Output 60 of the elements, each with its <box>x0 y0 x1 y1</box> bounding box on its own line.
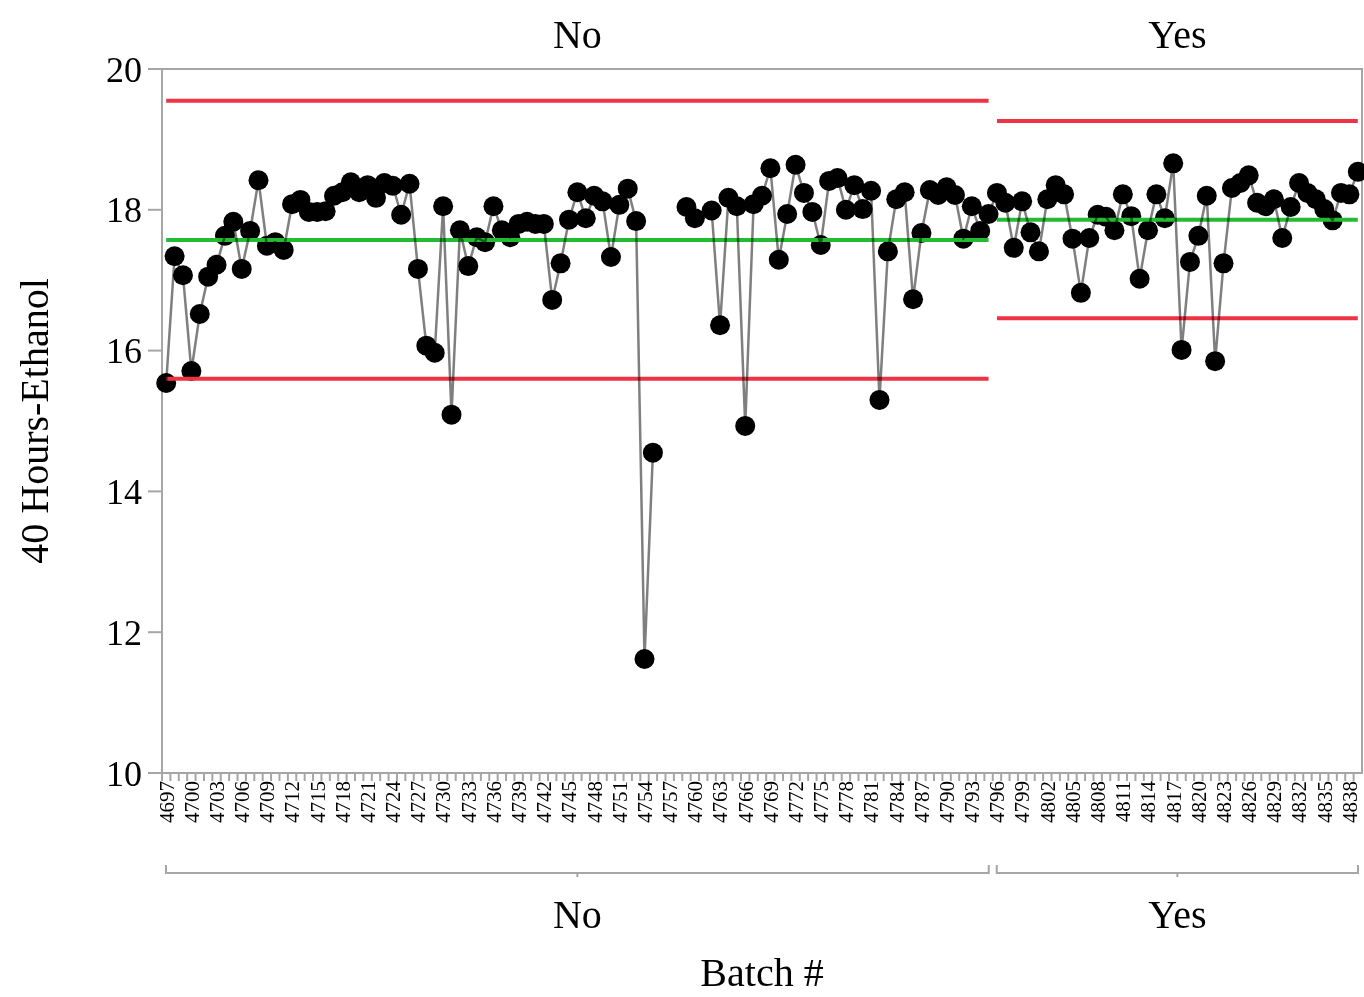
y-axis-title: 40 Hours-Ethanol <box>12 278 57 564</box>
x-tick-label: 4814 <box>1136 780 1161 823</box>
x-tick-label: 4763 <box>708 781 733 823</box>
x-tick-label: 4778 <box>834 781 859 823</box>
text: No <box>552 892 602 937</box>
x-tick-label: 4838 <box>1337 781 1362 823</box>
text: Yes <box>1148 12 1207 57</box>
x-tick-label: 4796 <box>985 781 1010 823</box>
x-tick-label: 4766 <box>733 781 758 823</box>
x-tick-label: 4733 <box>456 781 481 823</box>
x-tick-label: 4757 <box>658 781 683 823</box>
x-tick-label: 4817 <box>1161 781 1186 823</box>
x-tick-label: 4706 <box>230 781 255 823</box>
x-tick-label: 4709 <box>255 781 280 823</box>
x-tick-label: 4721 <box>355 781 380 823</box>
text: No <box>552 12 602 57</box>
x-tick-label: 4808 <box>1086 781 1111 823</box>
x-tick-label: 4742 <box>532 781 557 823</box>
y-tick-label: 10 <box>106 753 142 794</box>
x-tick-label: 4718 <box>330 781 355 823</box>
y-tick-label: 20 <box>106 49 142 90</box>
x-tick-label: 4805 <box>1060 781 1085 823</box>
x-tick-label: 4697 <box>154 781 179 823</box>
x-tick-label: 4784 <box>884 780 909 823</box>
x-tick-label: 4802 <box>1035 781 1060 823</box>
x-tick-label: 4781 <box>859 781 884 823</box>
x-tick-label: 4748 <box>582 781 607 823</box>
x-tick-label: 4751 <box>607 781 632 823</box>
x-tick-label: 4823 <box>1211 781 1236 823</box>
x-tick-label: 4727 <box>406 781 431 823</box>
y-tick-label: 14 <box>106 472 142 512</box>
x-tick-label: 4772 <box>783 781 808 823</box>
x-tick-label: 4736 <box>481 781 506 823</box>
x-tick-label: 4790 <box>934 781 959 823</box>
y-tick-label: 16 <box>106 331 142 372</box>
x-tick-label: 4835 <box>1312 781 1337 823</box>
x-tick-label: 4739 <box>506 781 531 823</box>
x-tick-label: 4799 <box>1010 781 1035 823</box>
x-tick-label: 4820 <box>1186 781 1211 823</box>
text: Yes <box>1148 892 1207 937</box>
x-tick-label: 4769 <box>758 781 783 823</box>
x-tick-label: 4826 <box>1237 781 1262 823</box>
x-tick-label: 4793 <box>960 781 985 823</box>
x-tick-label: 4712 <box>280 781 305 823</box>
y-tick-label: 12 <box>106 612 142 653</box>
x-tick-label: 4724 <box>381 780 406 823</box>
x-tick-label: 4730 <box>431 781 456 823</box>
x-tick-label: 4745 <box>557 781 582 823</box>
y-tick-label: 18 <box>106 190 142 231</box>
x-tick-label: 4715 <box>305 781 330 823</box>
x-tick-label: 4760 <box>683 781 708 823</box>
x-tick-label: 4754 <box>632 780 657 823</box>
x-tick-label: 4787 <box>909 781 934 823</box>
x-tick-label: 4811 <box>1111 781 1136 823</box>
x-tick-label: 4775 <box>809 781 834 823</box>
x-tick-label: 4700 <box>179 781 204 823</box>
x-tick-label: 4832 <box>1287 781 1312 823</box>
x-tick-label: 4829 <box>1262 781 1287 823</box>
x-axis-title: Batch # <box>700 950 824 995</box>
x-tick-label: 4703 <box>204 781 229 823</box>
